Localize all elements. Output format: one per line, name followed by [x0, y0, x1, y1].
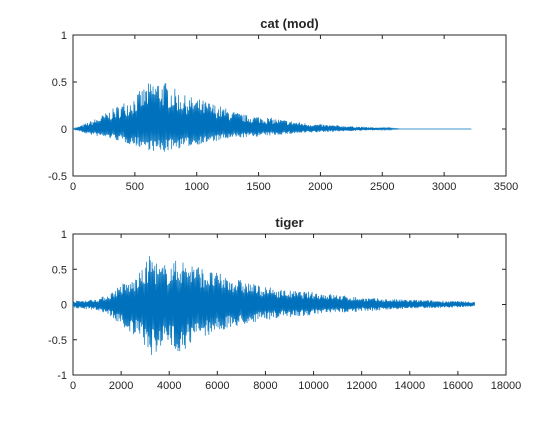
- waveform-line-tiger: [72, 256, 476, 355]
- x-tick-label-tiger: 14000: [394, 380, 425, 392]
- y-tick-label-tiger: -1: [57, 370, 67, 382]
- x-tick-label-cat: 500: [126, 181, 144, 193]
- subplot-tiger: 0 2000 4000 6000 8000 10000 12000 14000 16000 180…: [48, 215, 521, 392]
- y-tick-label-cat: 1: [61, 30, 67, 42]
- x-tick-label-cat: 1500: [246, 181, 270, 193]
- y-tick-label-tiger: 1: [61, 229, 67, 241]
- y-tick-label-tiger: 0: [61, 300, 67, 312]
- x-tick-label-cat: 1000: [184, 181, 208, 193]
- x-tick-label-tiger: 16000: [443, 380, 474, 392]
- subplot-title-cat: cat (mod): [260, 16, 319, 31]
- x-tick-label-tiger: 6000: [205, 380, 229, 392]
- x-tick-label-tiger: 12000: [346, 380, 377, 392]
- y-tick-label-tiger: 0.5: [52, 264, 67, 276]
- subplot-title-tiger: tiger: [275, 215, 303, 230]
- y-tick-label-cat: -0.5: [48, 171, 67, 183]
- x-tick-label-tiger: 8000: [253, 380, 277, 392]
- x-tick-label-tiger: 4000: [157, 380, 181, 392]
- tick-labels-tiger: 0 2000 4000 6000 8000 10000 12000 14000 16000 180…: [48, 229, 521, 392]
- x-tick-label-tiger: 0: [70, 380, 76, 392]
- y-tick-label-cat: 0.5: [52, 77, 67, 89]
- x-tick-label-cat: 0: [70, 181, 76, 193]
- tick-labels-cat: 0 500 1000 1500 2000 2500 3000 3500-0.500.51: [48, 30, 518, 193]
- x-tick-label-cat: 3500: [494, 181, 518, 193]
- x-tick-label-cat: 2500: [370, 181, 394, 193]
- waveform-cat: [72, 83, 472, 152]
- x-tick-label-tiger: 10000: [298, 380, 329, 392]
- subplot-cat: 0 500 1000 1500 2000 2500 3000 3500-0.500.51 ca…: [48, 16, 518, 193]
- x-tick-label-tiger: 18000: [491, 380, 522, 392]
- y-tick-label-tiger: -0.5: [48, 335, 67, 347]
- x-tick-label-cat: 2000: [308, 181, 332, 193]
- x-tick-label-tiger: 2000: [109, 380, 133, 392]
- waveform-line-cat: [72, 83, 472, 152]
- x-tick-label-cat: 3000: [432, 181, 456, 193]
- y-tick-label-cat: 0: [61, 124, 67, 136]
- waveform-tiger: [72, 256, 476, 355]
